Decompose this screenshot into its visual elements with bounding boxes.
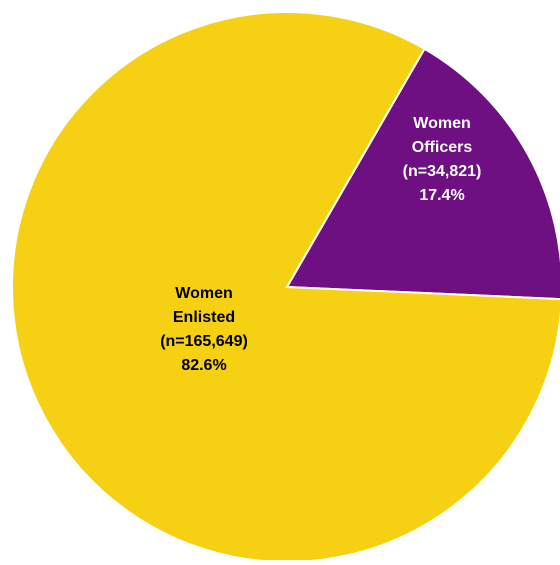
slice-label-women-officers: Women Officers (n=34,821) 17.4%	[403, 115, 482, 204]
slice-label-line: (n=165,649)	[160, 333, 248, 350]
slice-label-line: Women	[413, 115, 470, 132]
slice-label-line: Officers	[412, 139, 473, 156]
slice-label-line: Women	[175, 285, 232, 302]
slice-label-line: 17.4%	[419, 187, 464, 204]
pie-slice-women-enlisted	[10, 11, 560, 563]
pie-slices	[10, 11, 560, 563]
slice-label-women-enlisted: Women Enlisted (n=165,649) 82.6%	[160, 285, 248, 374]
pie-slice-women-officers	[285, 47, 560, 301]
pie-labels: Women Officers (n=34,821) 17.4% Women Enliste…	[160, 115, 481, 374]
slice-label-line: 82.6%	[181, 357, 226, 374]
slice-label-line: Enlisted	[173, 309, 235, 326]
slice-label-line: (n=34,821)	[403, 163, 482, 180]
